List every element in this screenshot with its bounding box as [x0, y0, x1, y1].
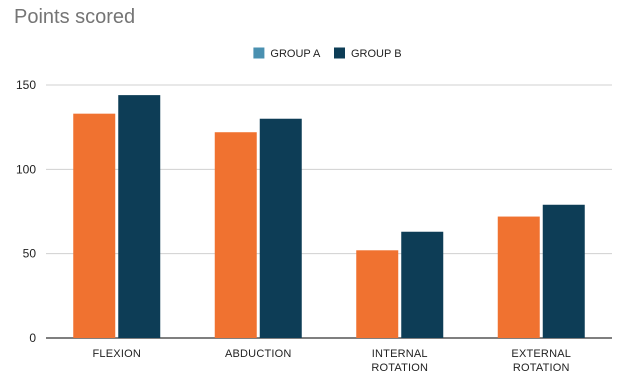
bar-group-b: [542, 204, 585, 338]
x-tick-label-line: ROTATION: [371, 362, 428, 374]
x-tick-label-line: FLEXION: [93, 348, 141, 360]
x-tick-label: ABDUCTION: [225, 348, 292, 360]
x-tick-label: INTERNAL ROTATION: [371, 348, 428, 374]
chart-title: Points scored: [14, 6, 136, 28]
bar-group-a: [73, 113, 116, 338]
x-axis: FLEXION ABDUCTION INTERNAL ROTATIONEXTERNAL…: [93, 348, 571, 374]
x-tick-label: FLEXION: [93, 348, 141, 360]
x-tick-label-line: ABDUCTION: [225, 348, 292, 360]
x-tick-label-line: EXTERNAL: [511, 348, 571, 360]
x-tick-label: EXTERNAL ROTATION: [511, 348, 571, 374]
bar-group-b: [401, 231, 444, 338]
y-axis: 0 50 100 150: [16, 78, 36, 345]
bar-group-b: [259, 118, 302, 338]
y-tick-label: 150: [16, 78, 36, 92]
bar-group-b: [118, 95, 161, 339]
x-tick-label-line: INTERNAL: [372, 348, 428, 360]
bars: [73, 95, 585, 339]
bar-group-a: [214, 132, 257, 338]
y-tick-label: 100: [16, 162, 36, 176]
legend: GROUP A GROUP B: [253, 47, 402, 60]
legend-label: GROUP B: [351, 48, 402, 60]
bar-group-a: [356, 250, 399, 338]
legend-label: GROUP A: [270, 48, 321, 60]
y-tick-label: 0: [29, 331, 36, 345]
legend-swatch: [253, 47, 265, 59]
x-tick-label-line: ROTATION: [513, 362, 570, 374]
bar-group-a: [497, 216, 540, 338]
legend-swatch: [334, 47, 345, 59]
y-tick-label: 50: [23, 247, 37, 261]
